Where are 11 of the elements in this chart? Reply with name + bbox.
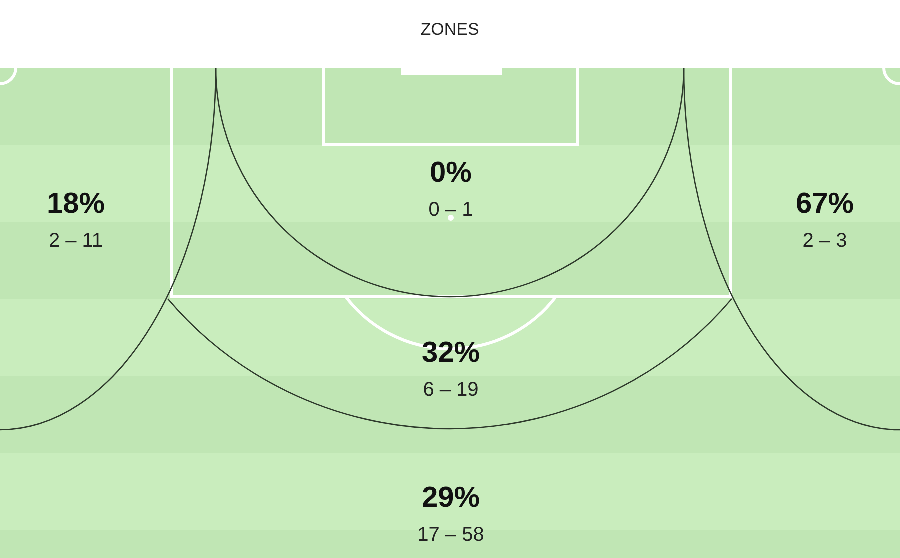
data-label: 29% bbox=[422, 482, 480, 514]
text: 6 – 19 bbox=[423, 379, 479, 401]
text: 2 – 11 bbox=[48, 230, 104, 252]
data-label: 32% bbox=[422, 337, 480, 369]
data-label: 67% bbox=[796, 188, 854, 220]
text: 17 – 58 bbox=[418, 524, 484, 546]
data-label: 18% bbox=[46, 188, 106, 220]
text: ZONES bbox=[420, 20, 480, 39]
text: 2 – 3 bbox=[802, 230, 848, 252]
text: 0 – 1 bbox=[428, 199, 474, 221]
data-label: 0% bbox=[430, 157, 472, 189]
